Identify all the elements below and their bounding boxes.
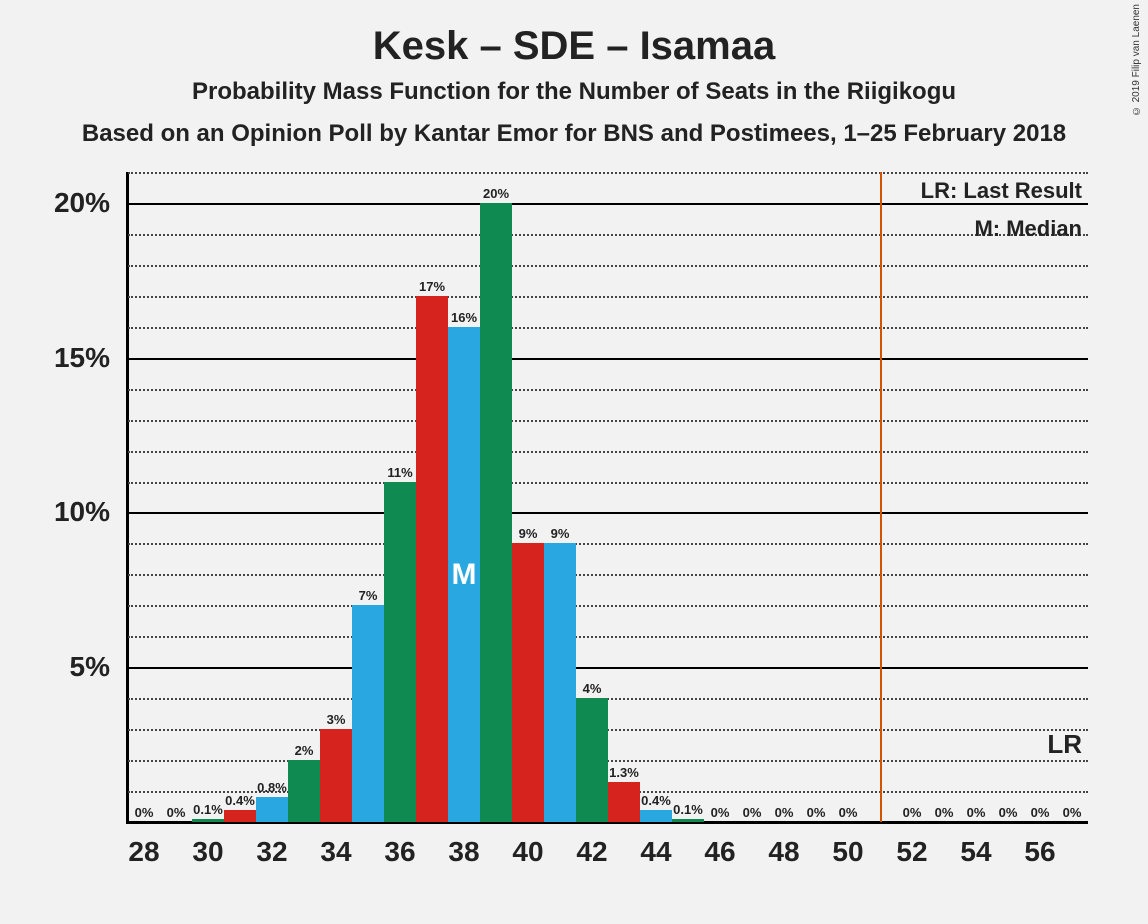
bar-value-label: 0% [775,805,794,820]
bar: 0.4% [224,810,256,822]
bar-value-label: 11% [387,465,412,480]
legend-last-result: LR: Last Result [921,178,1082,204]
bar-value-label: 0.1% [673,802,703,817]
bar: 11% [384,482,416,822]
bar: 1.3% [608,782,640,822]
bar: 0.8% [256,797,288,822]
bar-value-label: 0% [935,805,954,820]
bar-value-label: 7% [359,588,378,603]
bar-value-label: 0.8% [257,780,287,795]
bar-value-label: 16% [451,310,477,325]
bar: 17% [416,296,448,822]
x-tick-label: 40 [512,836,543,868]
copyright-text: © 2019 Filip van Laenen [1131,4,1142,116]
bar-value-label: 20% [483,186,509,201]
bar-value-label: 0% [903,805,922,820]
x-tick-label: 46 [704,836,735,868]
chart-subtitle-2: Based on an Opinion Poll by Kantar Emor … [0,120,1148,148]
legend-median: M: Median [974,216,1082,242]
x-tick-label: 34 [320,836,351,868]
gridline-minor [128,605,1088,607]
x-tick-label: 52 [896,836,927,868]
gridline-minor [128,698,1088,700]
bar: 16%M [448,327,480,822]
gridline-major [128,512,1088,514]
bar-value-label: 17% [419,279,445,294]
y-tick-label: 15% [54,342,110,374]
last-result-label: LR [1047,729,1082,760]
bar-value-label: 0% [711,805,730,820]
gridline-major [128,358,1088,360]
x-tick-label: 44 [640,836,671,868]
gridline-minor [128,234,1088,236]
bar: 20% [480,203,512,822]
bar-value-label: 0% [807,805,826,820]
y-axis-line [126,172,129,822]
x-tick-label: 28 [128,836,159,868]
gridline-minor [128,574,1088,576]
bar-value-label: 0% [967,805,986,820]
gridline-minor [128,636,1088,638]
bar-value-label: 1.3% [609,765,639,780]
bar-value-label: 0% [135,805,154,820]
y-tick-label: 20% [54,187,110,219]
bar: 7% [352,605,384,822]
bar-value-label: 9% [551,526,570,541]
bar: 0.1% [192,819,224,822]
chart-title: Kesk – SDE – Isamaa [0,24,1148,69]
chart-subtitle-1: Probability Mass Function for the Number… [0,78,1148,106]
y-tick-label: 5% [70,651,110,683]
bar-value-label: 0% [167,805,186,820]
x-tick-label: 54 [960,836,991,868]
bar-value-label: 0.4% [225,793,255,808]
gridline-minor [128,327,1088,329]
gridline-minor [128,760,1088,762]
bar-value-label: 4% [583,681,602,696]
bar-value-label: 0% [999,805,1018,820]
bar: 0.4% [640,810,672,822]
x-tick-label: 32 [256,836,287,868]
last-result-line [880,172,882,822]
bar-value-label: 2% [295,743,314,758]
median-marker: M [452,558,477,592]
chart-plot-area: 0%0%0.1%0.4%0.8%2%3%7%11%17%16%M20%9%9%4… [128,172,1088,822]
bar-value-label: 9% [519,526,538,541]
gridline-minor [128,729,1088,731]
x-tick-label: 30 [192,836,223,868]
bar: 9% [512,543,544,822]
x-tick-label: 56 [1024,836,1055,868]
bar-value-label: 0% [1031,805,1050,820]
bar: 3% [320,729,352,822]
x-tick-label: 48 [768,836,799,868]
bar: 9% [544,543,576,822]
bar: 4% [576,698,608,822]
gridline-minor [128,420,1088,422]
bar: 2% [288,760,320,822]
bar: 0.1% [672,819,704,822]
bar-value-label: 0% [1063,805,1082,820]
gridline-minor [128,389,1088,391]
gridline-minor [128,265,1088,267]
gridline-major [128,667,1088,669]
bar-value-label: 0% [839,805,858,820]
bar-value-label: 0% [743,805,762,820]
x-tick-label: 36 [384,836,415,868]
gridline-minor [128,296,1088,298]
x-tick-label: 38 [448,836,479,868]
x-tick-label: 42 [576,836,607,868]
gridline-minor [128,482,1088,484]
gridline-minor [128,451,1088,453]
bar-value-label: 0.1% [193,802,223,817]
bar-value-label: 3% [327,712,346,727]
x-tick-label: 50 [832,836,863,868]
y-tick-label: 10% [54,496,110,528]
gridline-minor [128,172,1088,174]
bar-value-label: 0.4% [641,793,671,808]
gridline-minor [128,543,1088,545]
